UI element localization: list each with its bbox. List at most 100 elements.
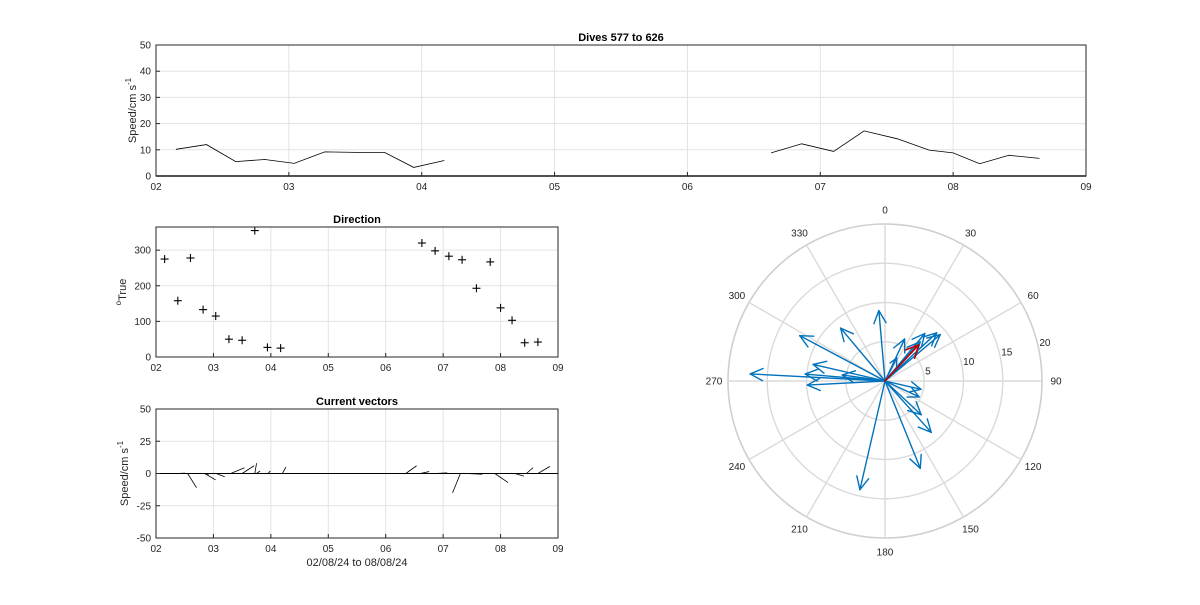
polar-angle-label: 240 (729, 462, 746, 473)
current-vector-stick (434, 472, 448, 474)
direction-y-ticks: 0 100 200 300 (134, 246, 160, 364)
x-tick-label: 09 (1080, 182, 1092, 193)
current-vector-stick (526, 467, 534, 474)
current-vector-stick (204, 473, 216, 481)
current-vector-stick (267, 470, 271, 474)
current-arrow (839, 327, 886, 382)
direction-ylabel-text: True (117, 279, 129, 301)
polar-angle-label: 30 (965, 228, 977, 239)
direction-point (186, 253, 195, 262)
current-arrow (884, 380, 922, 416)
direction-point (472, 284, 481, 293)
speed-ylabel-text: Speed/cm s (127, 85, 139, 144)
y-tick-label: 0 (145, 172, 151, 183)
x-tick-label: 08 (948, 182, 960, 193)
current-vector-stick (187, 473, 197, 488)
y-tick-label: 0 (145, 353, 151, 364)
direction-point (199, 305, 208, 314)
vectors-ylabel-sup: -1 (116, 440, 125, 448)
current-vector-stick (494, 473, 509, 483)
y-tick-label: 0 (145, 469, 151, 480)
current-arrow (812, 360, 886, 382)
current-vector-stick (537, 466, 551, 474)
direction-ylabel-sup: o (114, 300, 123, 305)
polar-angle-label: 0 (882, 206, 888, 217)
current-arrow (799, 334, 886, 382)
polar-radius-label: 15 (1001, 348, 1013, 359)
y-tick-label: 300 (134, 246, 151, 257)
x-tick-label: 08 (495, 544, 507, 555)
current-arrow (884, 380, 922, 393)
y-tick-label: 10 (140, 145, 152, 156)
x-tick-label: 05 (323, 363, 335, 374)
speed-x-ticks: 02 03 04 05 06 07 08 09 (150, 172, 1092, 193)
direction-point (276, 344, 285, 353)
polar-radius-labels: 5 10 15 20 (925, 338, 1051, 377)
direction-grid (156, 227, 558, 357)
y-tick-label: 100 (134, 317, 151, 328)
vectors-x-ticks: 02 03 04 05 06 07 08 09 (150, 534, 564, 555)
y-tick-label: -50 (137, 534, 152, 545)
current-vector-stick (216, 473, 225, 478)
direction-x-ticks: 02 03 04 05 06 07 08 09 (150, 353, 564, 374)
polar-angle-label: 120 (1025, 462, 1042, 473)
speed-axes-frame (155, 44, 1087, 177)
polar-radius-label: 20 (1039, 338, 1051, 349)
direction-point (173, 296, 182, 305)
x-tick-label: 03 (208, 363, 220, 374)
direction-point (458, 255, 467, 264)
current-arrow (884, 332, 938, 382)
vectors-title: Current vectors (316, 396, 398, 408)
direction-point (508, 316, 517, 325)
direction-point (263, 343, 272, 352)
vectors-ylabel: Speed/cm s-1 (116, 440, 131, 506)
speed-series-line (770, 130, 1040, 165)
polar-angle-label: 210 (791, 525, 808, 536)
x-tick-label: 04 (416, 182, 428, 193)
x-tick-label: 02 (150, 544, 162, 555)
current-arrow (884, 380, 922, 470)
y-tick-label: 50 (140, 41, 152, 52)
polar-panel: 0 30 60 90 120 150 180 210 240 270 300 330 5 10 15 20 (706, 206, 1062, 559)
current-arrow (884, 380, 932, 434)
y-tick-label: -25 (137, 501, 152, 512)
vectors-y-ticks: 50 25 0 -25 -50 (137, 405, 160, 545)
current-vector-stick (281, 466, 287, 474)
direction-title: Direction (333, 214, 381, 226)
polar-arrows (749, 309, 942, 491)
speed-title: Dives 577 to 626 (578, 32, 664, 44)
x-tick-label: 06 (682, 182, 694, 193)
polar-angle-label: 300 (729, 291, 746, 302)
x-tick-label: 05 (549, 182, 561, 193)
x-tick-label: 03 (283, 182, 295, 193)
vectors-panel: 02 03 04 05 06 07 08 09 50 25 0 -25 -50 Current vec… (116, 396, 564, 569)
direction-point (520, 338, 529, 347)
direction-point (533, 338, 542, 347)
speed-panel: 02 03 04 05 06 07 08 09 0 10 20 30 40 50 Dives 577 t… (124, 32, 1092, 193)
x-tick-label: 05 (323, 544, 335, 555)
speed-ylabel: Speed/cm s-1 (124, 77, 139, 143)
polar-radius-label: 5 (925, 367, 931, 378)
current-vector-stick (405, 465, 417, 474)
x-tick-label: 07 (438, 363, 450, 374)
x-tick-label: 02 (150, 182, 162, 193)
polar-angle-label: 270 (706, 377, 723, 388)
direction-point (417, 239, 426, 248)
current-vector-stick (241, 465, 255, 474)
current-vector-stick (230, 467, 245, 474)
x-tick-label: 06 (380, 363, 392, 374)
vectors-xlabel: 02/08/24 to 08/08/24 (307, 557, 408, 569)
direction-point (431, 246, 440, 255)
x-tick-label: 09 (552, 544, 564, 555)
mean-current-arrow (884, 344, 920, 382)
y-tick-label: 40 (140, 67, 152, 78)
polar-angle-label: 90 (1050, 377, 1062, 388)
y-tick-label: 20 (140, 119, 152, 130)
speed-grid (156, 45, 1086, 176)
current-arrow (884, 338, 906, 382)
polar-angle-labels: 0 30 60 90 120 150 180 210 240 270 300 330 (706, 206, 1062, 559)
y-tick-label: 50 (140, 405, 152, 416)
current-arrow (806, 377, 886, 392)
polar-angle-label: 60 (1028, 291, 1040, 302)
vectors-ylabel-text: Speed/cm s (119, 448, 131, 507)
